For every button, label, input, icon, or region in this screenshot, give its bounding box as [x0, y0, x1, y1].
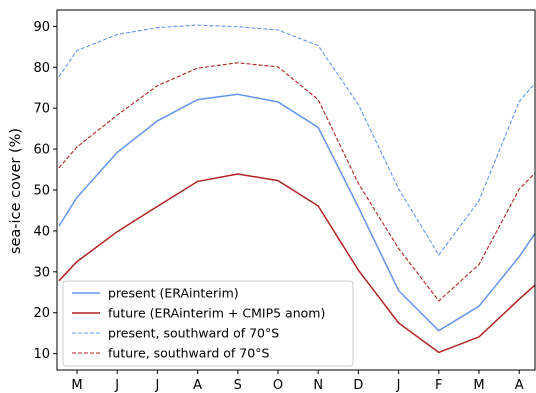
x-tick-label: J: [396, 378, 401, 393]
series-line-1: [58, 93, 535, 332]
x-tick-label: A: [193, 378, 202, 393]
x-tick-label: J: [154, 378, 159, 393]
y-tick-label: 10: [33, 347, 50, 362]
y-tick-label: 60: [33, 143, 50, 158]
y-axis-label: sea-ice cover (%): [8, 128, 24, 254]
legend-label-4: future, southward of 70°S: [108, 346, 269, 361]
y-tick-label: 50: [33, 184, 50, 199]
legend-label-1: present (ERAinterim): [108, 286, 239, 301]
x-tick-label: N: [313, 378, 323, 393]
x-tick-label: F: [435, 378, 442, 393]
y-tick-label: 30: [33, 265, 50, 280]
y-tick-label: 70: [33, 102, 50, 117]
axes-layer: 10 20 30 40 50 60 70 80 90 M J J A S O N D J F M A: [33, 9, 536, 393]
legend-label-2: future (ERAinterim + CMIP5 anom): [108, 306, 325, 321]
y-tick-label: 80: [33, 61, 50, 76]
legend-box: [62, 280, 354, 367]
x-tick-label: S: [234, 378, 242, 393]
y-tick-label: 40: [33, 224, 50, 239]
x-tick-label: J: [114, 378, 119, 393]
x-tick-label: M: [71, 378, 82, 393]
x-tick-label: A: [515, 378, 524, 393]
y-tick-label: 90: [33, 20, 50, 35]
legend-items: present (ERAinterim) future (ERAinterim +…: [72, 286, 325, 361]
legend: present (ERAinterim) future (ERAinterim +…: [62, 280, 354, 367]
series-line-3: [58, 24, 535, 256]
x-tick-label: D: [353, 378, 363, 393]
series-layer: [58, 24, 535, 354]
x-tick-label: M: [473, 378, 484, 393]
legend-label-3: present, southward of 70°S: [108, 326, 279, 341]
y-tick-label: 20: [33, 306, 50, 321]
x-tick-label: O: [273, 378, 283, 393]
series-line-4: [58, 62, 535, 302]
series-line-2: [58, 173, 535, 354]
